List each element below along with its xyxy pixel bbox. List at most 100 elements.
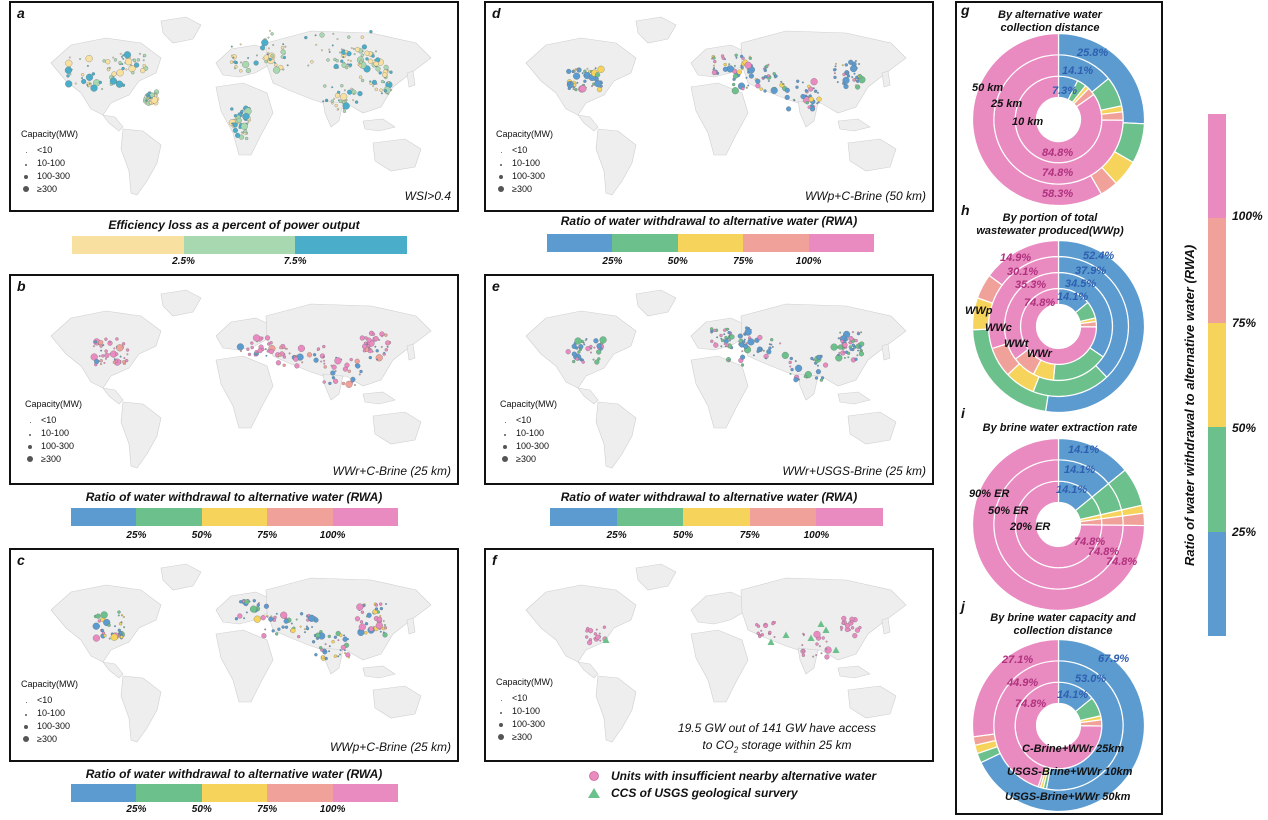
plant-marker — [744, 326, 749, 330]
plant-marker — [322, 648, 327, 652]
plant-marker — [761, 77, 764, 80]
plant-marker — [267, 47, 270, 50]
plant-marker — [713, 328, 717, 333]
pie-title: By portion of total wastewater produced(… — [976, 212, 1124, 237]
plant-marker — [581, 72, 584, 75]
plant-marker — [803, 374, 808, 379]
plant-marker — [118, 61, 122, 65]
plant-marker — [384, 348, 388, 352]
plant-marker — [378, 71, 382, 75]
plant-marker — [809, 106, 816, 112]
plant-marker — [113, 347, 116, 350]
capacity-legend-item: <10 — [37, 145, 53, 155]
plant-marker — [115, 352, 119, 356]
plant-marker — [122, 57, 125, 60]
plant-marker — [294, 363, 300, 369]
vertical-colorbar-title: Ratio of water withdrawal to alternative… — [1182, 244, 1197, 566]
plant-marker — [841, 615, 847, 621]
plant-marker — [106, 67, 111, 72]
plant-marker — [360, 610, 365, 614]
plant-marker — [357, 91, 363, 97]
map-landmass — [265, 303, 432, 387]
plant-marker — [115, 80, 124, 88]
map-landmass — [577, 387, 599, 405]
plant-marker — [352, 99, 355, 102]
plant-marker — [597, 357, 601, 361]
ring-label: 25 km — [991, 98, 1023, 110]
plant-marker — [66, 74, 70, 78]
plant-marker — [101, 354, 105, 358]
plant-marker — [331, 364, 337, 370]
plant-marker — [131, 71, 135, 75]
plant-marker — [823, 362, 829, 368]
map-landmass — [837, 118, 871, 132]
capacity-legend-item: ≥300 — [37, 734, 57, 744]
plant-marker — [120, 621, 123, 624]
plant-marker — [240, 109, 244, 114]
colorbar-tick: 75% — [739, 530, 760, 541]
pie-slice — [971, 638, 1060, 738]
plant-marker — [305, 625, 308, 628]
map-panel-a: a Capacity(MW) <10 10-100 100-300 ≥300 W… — [9, 1, 459, 212]
plant-marker — [825, 648, 828, 651]
plant-marker — [599, 336, 607, 344]
map-landmass — [215, 317, 274, 351]
plant-marker — [816, 91, 819, 94]
ring-label: 20% ER — [1010, 521, 1051, 533]
plant-marker — [834, 65, 837, 68]
plant-marker — [837, 344, 843, 350]
ring-label: 50% ER — [988, 505, 1029, 517]
plant-marker — [126, 353, 129, 356]
plant-marker — [139, 52, 141, 55]
plant-marker — [109, 77, 117, 85]
capacity-legend-title: Capacity(MW) — [496, 129, 554, 139]
efficiency-colorbar — [72, 236, 408, 254]
plant-marker — [354, 46, 361, 53]
colorbar-tick: 75% — [257, 530, 278, 541]
plant-marker — [330, 99, 334, 103]
plant-marker — [379, 88, 383, 92]
plant-marker — [794, 360, 797, 363]
plant-marker — [350, 376, 356, 382]
plant-marker — [155, 94, 158, 97]
plant-marker — [274, 63, 278, 67]
plant-marker — [716, 336, 719, 339]
colorbar-title: Ratio of water withdrawal to alternative… — [560, 490, 858, 504]
plant-marker — [733, 64, 736, 67]
plant-marker — [740, 64, 743, 67]
plant-marker — [720, 54, 725, 58]
plant-marker — [816, 102, 819, 105]
plant-marker — [374, 345, 377, 348]
plant-marker — [575, 346, 579, 350]
pct-pink: 74.8% — [1088, 546, 1120, 558]
plant-marker — [234, 67, 236, 70]
plant-marker — [334, 93, 341, 99]
capacity-legend-item: 100-300 — [516, 441, 550, 451]
plant-marker — [576, 81, 579, 84]
plant-marker — [353, 53, 356, 56]
plant-marker — [335, 59, 339, 63]
colorbar-tick: 50% — [673, 530, 694, 541]
panel-label-j: j — [961, 598, 965, 614]
plant-marker — [324, 643, 327, 646]
plant-marker — [801, 81, 804, 84]
plant-marker — [266, 615, 269, 618]
plant-marker — [572, 359, 576, 364]
plant-marker — [842, 72, 846, 77]
capacity-legend-item: 100-300 — [512, 171, 546, 181]
plant-marker — [758, 634, 762, 639]
pct-blue: 7.3% — [1052, 85, 1078, 97]
plant-marker — [115, 337, 119, 341]
plant-marker — [711, 69, 717, 76]
plant-marker — [297, 634, 301, 639]
plant-marker — [723, 343, 726, 345]
map-landmass — [322, 100, 344, 128]
map-landmass — [215, 629, 274, 703]
panel-label: c — [17, 552, 25, 568]
ring-label: WWr — [1027, 348, 1052, 360]
plant-marker — [359, 620, 364, 624]
ccs-marker — [822, 626, 830, 633]
plant-marker — [844, 63, 848, 67]
plant-marker — [585, 635, 589, 639]
capacity-legend-title: Capacity(MW) — [25, 399, 83, 409]
